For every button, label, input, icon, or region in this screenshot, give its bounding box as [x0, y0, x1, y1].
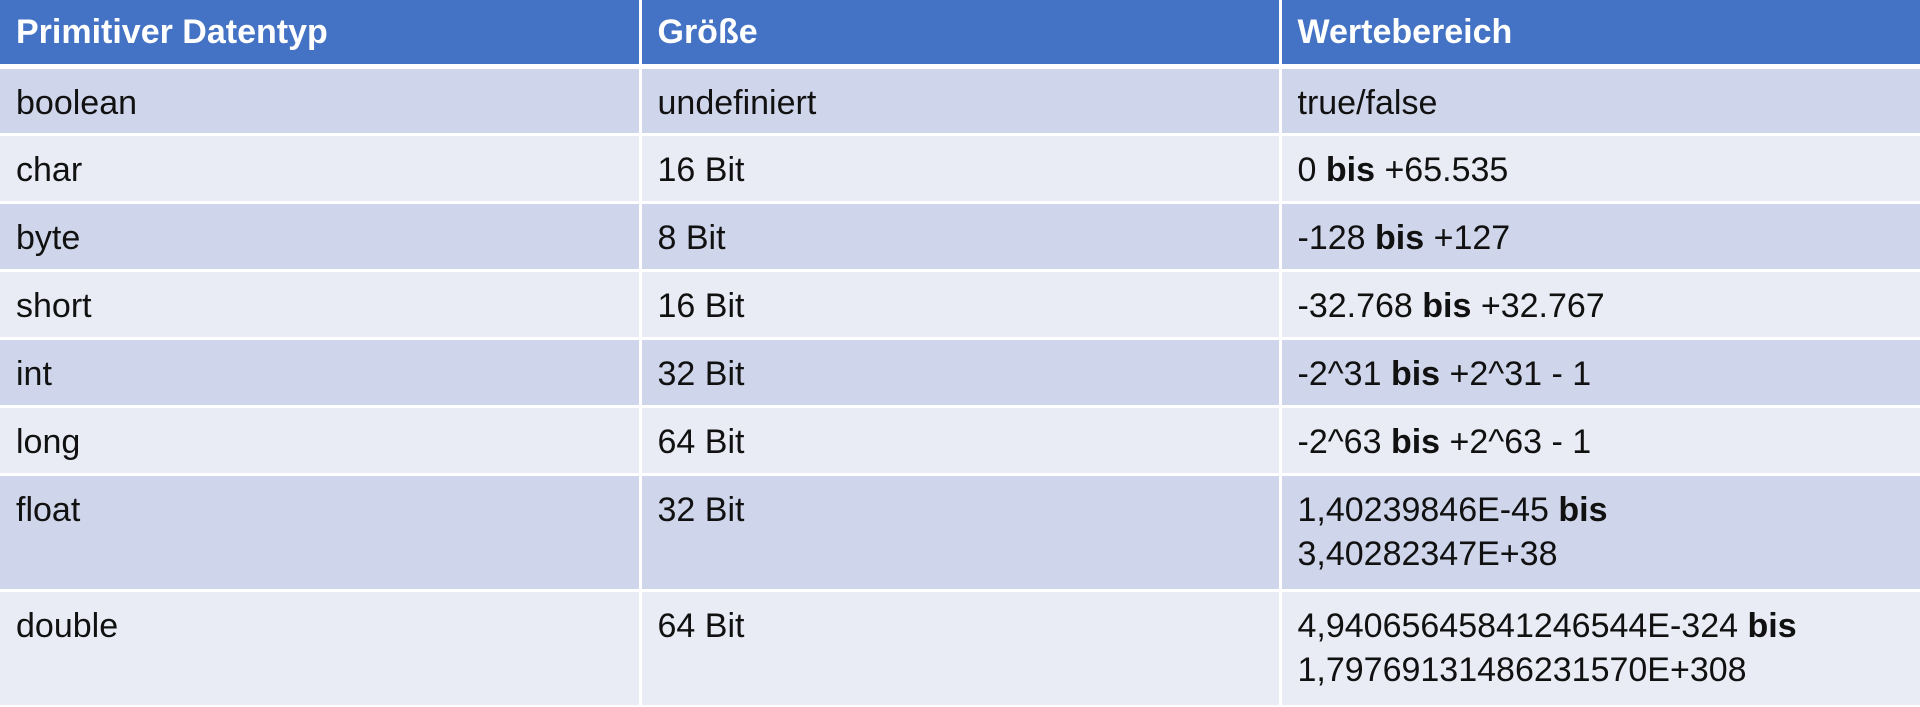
type-cell: float	[0, 474, 642, 592]
range-from: true/false	[1297, 83, 1438, 122]
table-row: char 16 Bit 0 bis +65.535	[0, 134, 1920, 204]
size-cell: 16 Bit	[640, 134, 1282, 204]
size-cell: 8 Bit	[640, 202, 1282, 272]
range-cell: 1,40239846E-45 bis 3,40282347E+38	[1280, 474, 1920, 592]
range-to: +32.767	[1480, 286, 1605, 325]
type-cell: boolean	[0, 66, 642, 136]
range-to: 1,79769131486231570E+308	[1297, 650, 1747, 689]
table-row: short 16 Bit -32.768 bis +32.767	[0, 270, 1920, 340]
size-cell: 16 Bit	[640, 270, 1282, 340]
range-cell: -32.768 bis +32.767	[1280, 270, 1920, 340]
range-separator: bis	[1558, 490, 1608, 529]
type-cell: byte	[0, 202, 642, 272]
range-cell: 0 bis +65.535	[1280, 134, 1920, 204]
range-to: +65.535	[1384, 150, 1509, 189]
range-separator: bis	[1747, 606, 1797, 645]
table-row: long 64 Bit -2^63 bis +2^63 - 1	[0, 406, 1920, 476]
range-from: 0	[1297, 150, 1317, 189]
range-to: +127	[1433, 218, 1511, 257]
range-to: 3,40282347E+38	[1297, 534, 1558, 573]
table-row: boolean undefiniert true/false	[0, 66, 1920, 136]
type-cell: short	[0, 270, 642, 340]
range-cell: -128 bis +127	[1280, 202, 1920, 272]
range-from: -128	[1297, 218, 1366, 257]
range-separator: bis	[1390, 422, 1441, 461]
header-size: Größe	[640, 0, 1282, 69]
range-separator: bis	[1422, 286, 1472, 325]
range-to: +2^31 - 1	[1449, 354, 1592, 393]
type-cell: int	[0, 338, 642, 408]
size-cell: 32 Bit	[640, 474, 1282, 592]
range-cell: -2^63 bis +2^63 - 1	[1280, 406, 1920, 476]
range-from: 4,94065645841246544E-324	[1297, 606, 1739, 645]
range-to: +2^63 - 1	[1449, 422, 1592, 461]
range-separator: bis	[1325, 150, 1375, 189]
table-row: double 64 Bit 4,94065645841246544E-324 b…	[0, 590, 1920, 707]
size-cell: undefiniert	[640, 66, 1282, 136]
type-cell: char	[0, 134, 642, 204]
type-cell: long	[0, 406, 642, 476]
range-cell: -2^31 bis +2^31 - 1	[1280, 338, 1920, 408]
header-value-range: Wertebereich	[1280, 0, 1920, 69]
range-cell: true/false	[1280, 66, 1920, 136]
range-separator: bis	[1375, 218, 1425, 257]
table-row: byte 8 Bit -128 bis +127	[0, 202, 1920, 272]
type-cell: double	[0, 590, 642, 707]
header-row: Primitiver Datentyp Größe Wertebereich	[0, 0, 1920, 69]
table-row: int 32 Bit -2^31 bis +2^31 - 1	[0, 338, 1920, 408]
size-cell: 64 Bit	[640, 590, 1282, 707]
range-from: -32.768	[1297, 286, 1413, 325]
size-cell: 64 Bit	[640, 406, 1282, 476]
range-from: -2^31	[1297, 354, 1382, 393]
range-separator: bis	[1390, 354, 1441, 393]
range-cell: 4,94065645841246544E-324 bis 1,7976913148…	[1280, 590, 1920, 707]
header-primitive-type: Primitiver Datentyp	[0, 0, 642, 69]
range-from: 1,40239846E-45	[1297, 490, 1549, 529]
table-row: float 32 Bit 1,40239846E-45 bis 3,4028234…	[0, 474, 1920, 592]
range-from: -2^63	[1297, 422, 1382, 461]
size-cell: 32 Bit	[640, 338, 1282, 408]
